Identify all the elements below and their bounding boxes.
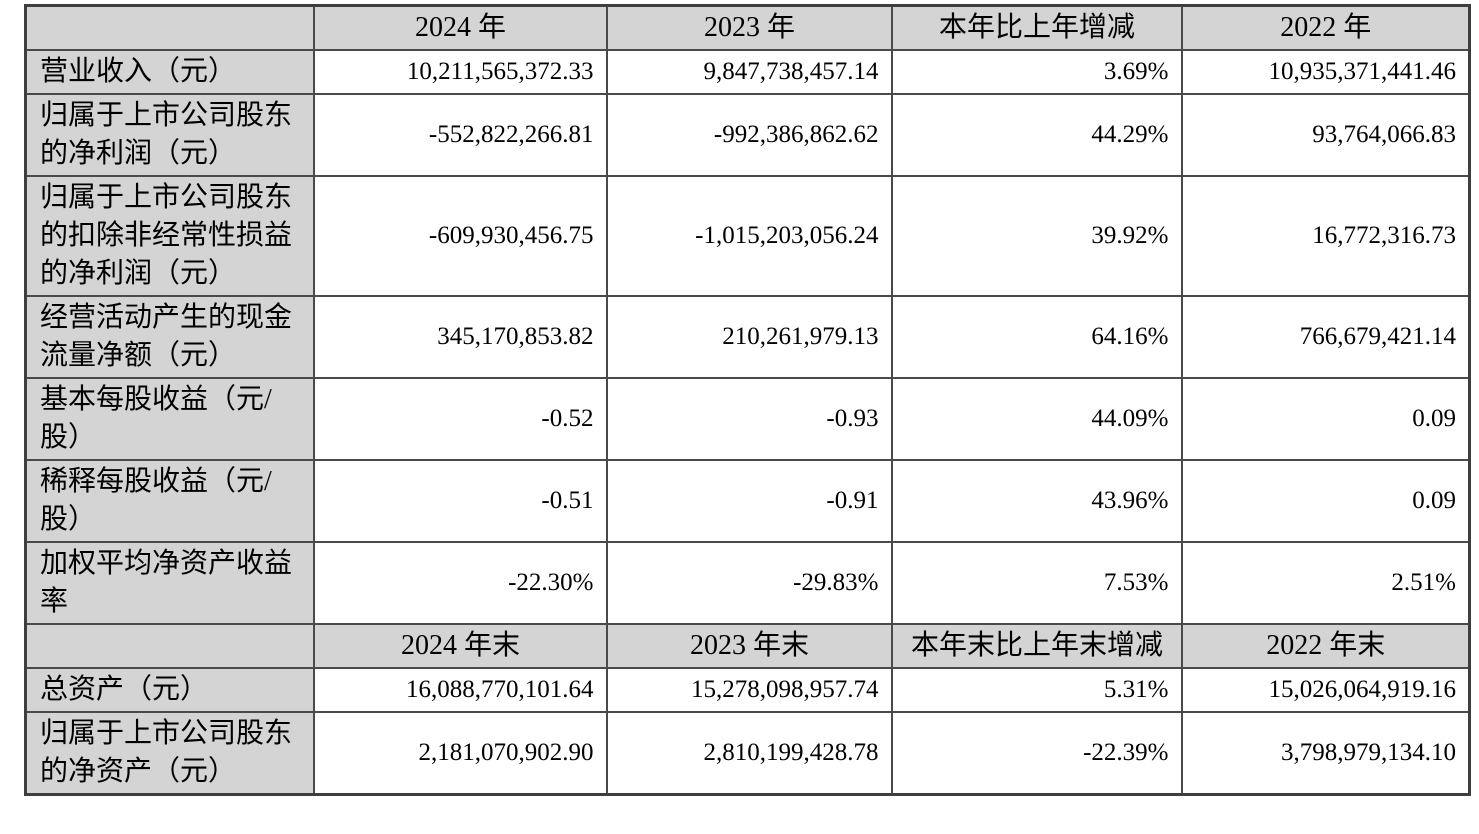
value-cell: 39.92% bbox=[890, 175, 1183, 297]
value-cell: 5.31% bbox=[890, 667, 1183, 713]
value-cell: -0.93 bbox=[605, 377, 893, 461]
column-header-cell: 2023 年末 bbox=[605, 623, 893, 669]
value-cell: 44.09% bbox=[890, 377, 1183, 461]
value-cell: 766,679,421.14 bbox=[1180, 295, 1471, 379]
value-cell: -0.52 bbox=[312, 377, 608, 461]
table-header-row: 2024 年末 2023 年末 本年末比上年末增减 2022 年末 bbox=[24, 623, 1471, 669]
row-label: 加权平均净资产收益率 bbox=[24, 541, 315, 625]
value-cell: 2.51% bbox=[1180, 541, 1471, 625]
value-cell: 43.96% bbox=[890, 459, 1183, 543]
value-cell: 64.16% bbox=[890, 295, 1183, 379]
header-corner-cell bbox=[24, 4, 315, 51]
table-row: 归属于上市公司股东的净利润（元） -552,822,266.81 -992,386,… bbox=[24, 93, 1471, 177]
report-page: 2024 年 2023 年本年比上年增减 2022 年营业收入（元） 10,211,5… bbox=[0, 4, 1479, 834]
row-label: 归属于上市公司股东的扣除非经常性损益的净利润（元） bbox=[24, 175, 315, 297]
value-cell: -609,930,456.75 bbox=[312, 175, 608, 297]
year-end-metrics-section: 2024 年末 2023 年末 本年末比上年末增减 2022 年末 总资产（元） 16,0… bbox=[24, 623, 1471, 796]
value-cell: 210,261,979.13 bbox=[605, 295, 893, 379]
value-cell: -29.83% bbox=[605, 541, 893, 625]
value-cell: 2,810,199,428.78 bbox=[605, 711, 893, 796]
row-label: 归属于上市公司股东的净资产（元） bbox=[24, 711, 315, 796]
value-cell: 3,798,979,134.10 bbox=[1180, 711, 1471, 796]
value-cell: -992,386,862.62 bbox=[605, 93, 893, 177]
table-row: 加权平均净资产收益率 -22.30% -29.83% 7.53% 2.51% bbox=[24, 541, 1471, 625]
table-row: 营业收入（元） 10,211,565,372.33 9,847,738,457.14… bbox=[24, 49, 1471, 95]
annual-metrics-section: 2024 年 2023 年本年比上年增减 2022 年营业收入（元） 10,211,5… bbox=[24, 4, 1471, 625]
column-header-cell: 2024 年 bbox=[312, 4, 608, 51]
row-label: 基本每股收益（元/股） bbox=[24, 377, 315, 461]
row-label: 经营活动产生的现金流量净额（元） bbox=[24, 295, 315, 379]
value-cell: 0.09 bbox=[1180, 459, 1471, 543]
value-cell: 7.53% bbox=[890, 541, 1183, 625]
table-row: 基本每股收益（元/股） -0.52 -0.93 44.09% 0.09 bbox=[24, 377, 1471, 461]
column-header-cell: 2022 年 bbox=[1180, 4, 1471, 51]
value-cell: 345,170,853.82 bbox=[312, 295, 608, 379]
value-cell: 15,026,064,919.16 bbox=[1180, 667, 1471, 713]
value-cell: 0.09 bbox=[1180, 377, 1471, 461]
value-cell: -0.51 bbox=[312, 459, 608, 543]
row-label: 营业收入（元） bbox=[24, 49, 315, 95]
financial-summary-table: 2024 年 2023 年本年比上年增减 2022 年营业收入（元） 10,211,5… bbox=[24, 4, 1471, 796]
column-header-cell: 本年末比上年末增减 bbox=[890, 623, 1183, 669]
row-label: 归属于上市公司股东的净利润（元） bbox=[24, 93, 315, 177]
column-header-cell: 2024 年末 bbox=[312, 623, 608, 669]
table-row: 稀释每股收益（元/股） -0.51 -0.91 43.96% 0.09 bbox=[24, 459, 1471, 543]
value-cell: -552,822,266.81 bbox=[312, 93, 608, 177]
value-cell: 16,088,770,101.64 bbox=[312, 667, 608, 713]
value-cell: -0.91 bbox=[605, 459, 893, 543]
column-header-cell: 2023 年 bbox=[605, 4, 893, 51]
value-cell: 10,211,565,372.33 bbox=[312, 49, 608, 95]
column-header-cell: 本年比上年增减 bbox=[890, 4, 1183, 51]
header-corner-cell bbox=[24, 623, 315, 669]
column-header-cell: 2022 年末 bbox=[1180, 623, 1471, 669]
value-cell: 3.69% bbox=[890, 49, 1183, 95]
table-row: 经营活动产生的现金流量净额（元） 345,170,853.82 210,261,97… bbox=[24, 295, 1471, 379]
table-row: 总资产（元） 16,088,770,101.64 15,278,098,957.74… bbox=[24, 667, 1471, 713]
row-label: 总资产（元） bbox=[24, 667, 315, 713]
table-row: 归属于上市公司股东的净资产（元） 2,181,070,902.90 2,810,19… bbox=[24, 711, 1471, 796]
value-cell: 9,847,738,457.14 bbox=[605, 49, 893, 95]
value-cell: 15,278,098,957.74 bbox=[605, 667, 893, 713]
value-cell: 2,181,070,902.90 bbox=[312, 711, 608, 796]
table-row: 归属于上市公司股东的扣除非经常性损益的净利润（元） -609,930,456.75… bbox=[24, 175, 1471, 297]
row-label: 稀释每股收益（元/股） bbox=[24, 459, 315, 543]
table-header-row: 2024 年 2023 年本年比上年增减 2022 年 bbox=[24, 4, 1471, 51]
value-cell: 44.29% bbox=[890, 93, 1183, 177]
value-cell: 10,935,371,441.46 bbox=[1180, 49, 1471, 95]
value-cell: 93,764,066.83 bbox=[1180, 93, 1471, 177]
value-cell: -1,015,203,056.24 bbox=[605, 175, 893, 297]
value-cell: -22.39% bbox=[890, 711, 1183, 796]
value-cell: 16,772,316.73 bbox=[1180, 175, 1471, 297]
value-cell: -22.30% bbox=[312, 541, 608, 625]
